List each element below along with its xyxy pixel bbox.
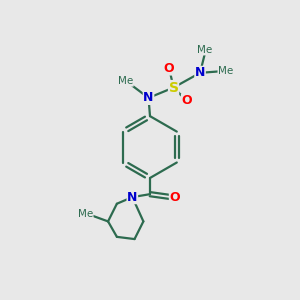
Text: Me: Me bbox=[118, 76, 133, 86]
Text: N: N bbox=[127, 190, 137, 204]
Text: O: O bbox=[182, 94, 192, 107]
Text: Me: Me bbox=[78, 209, 93, 219]
Text: Me: Me bbox=[197, 45, 212, 55]
Text: S: S bbox=[169, 81, 178, 94]
Text: O: O bbox=[164, 62, 175, 75]
Text: O: O bbox=[169, 190, 180, 204]
Text: N: N bbox=[143, 92, 154, 104]
Text: Me: Me bbox=[218, 66, 233, 76]
Text: N: N bbox=[195, 66, 205, 80]
